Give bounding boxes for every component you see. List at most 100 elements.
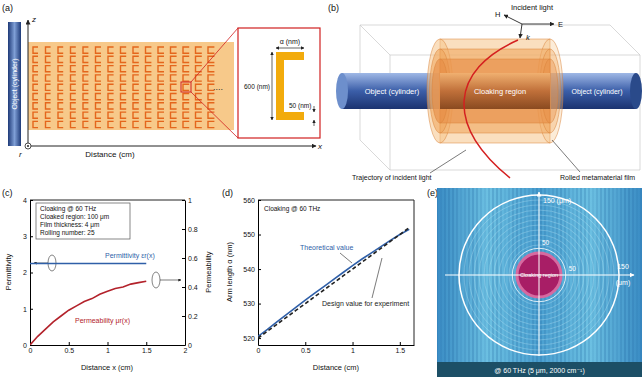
- split-ring-cell: [108, 121, 114, 127]
- tick-label: 0: [257, 347, 261, 354]
- split-ring-cell: [208, 47, 214, 53]
- split-ring-cell: [146, 121, 152, 127]
- tick-mark: [182, 200, 185, 201]
- cylinder-end: [630, 73, 642, 109]
- axis-pointer-arrow: [160, 280, 181, 281]
- tick-mark: [30, 309, 33, 310]
- series-line: [258, 228, 409, 338]
- object-label: Object (cylinder): [572, 88, 623, 96]
- split-ring-cell: [121, 94, 127, 100]
- axis-label: 150: [617, 263, 629, 270]
- split-ring-cell: [208, 94, 214, 100]
- tick: 4: [23, 197, 33, 204]
- wave-front: [636, 188, 637, 362]
- split-ring-cell: [71, 121, 76, 127]
- split-ring-cell: [83, 56, 88, 62]
- split-ring-cell: [46, 84, 51, 90]
- split-ring-cell: [183, 121, 189, 127]
- split-ring-cell: [146, 94, 152, 100]
- tick: 0.8: [182, 226, 198, 233]
- tick-label: 1.5: [395, 347, 405, 354]
- tick-label: 540: [243, 266, 255, 273]
- cloak-label: Cloaking region: [520, 272, 558, 278]
- split-ring-cell: [33, 84, 38, 90]
- dimension-arrow: [272, 52, 273, 120]
- split-ring-cell: [158, 47, 164, 53]
- axis-label: 50: [569, 265, 577, 272]
- split-ring-cell: [146, 47, 152, 53]
- split-ring-cell: [71, 84, 76, 90]
- split-ring-cell: [158, 112, 164, 118]
- split-ring-cell: [183, 47, 189, 53]
- split-ring-cell: [133, 94, 139, 100]
- tick-label: 2: [23, 269, 27, 276]
- zoom-line: [191, 28, 238, 82]
- tick-label: 1: [23, 305, 27, 312]
- split-ring-cell: [58, 112, 63, 118]
- axis-label: r: [19, 150, 22, 159]
- split-ring-cell: [96, 121, 102, 127]
- split-ring-cell: [183, 56, 189, 62]
- tick-mark: [182, 229, 185, 230]
- split-ring-cell: [183, 84, 189, 90]
- annotation: Rolling number: 25: [40, 229, 95, 237]
- panel-a: Object (cylinder)....α (nm)600 (nm)50 (n…: [8, 15, 323, 159]
- tick: 0.5: [301, 342, 311, 354]
- film-layer: [440, 49, 550, 133]
- split-ring-cell: [121, 66, 127, 72]
- tick-label: 1: [106, 347, 110, 354]
- tick-mark: [30, 273, 33, 274]
- split-ring-cell: [171, 75, 177, 81]
- tick: 530: [243, 300, 261, 307]
- axis-label: x: [317, 142, 323, 151]
- split-ring-cell: [58, 121, 63, 127]
- split-ring-cell: [83, 103, 88, 109]
- split-ring-cell: [121, 84, 127, 90]
- panel-label: (b): [328, 3, 339, 13]
- split-ring-cell: [158, 121, 164, 127]
- split-ring-cell: [146, 112, 152, 118]
- axis-title: Permittivity: [4, 253, 13, 290]
- cloak-label: Cloaking region: [474, 87, 526, 96]
- metamaterial-film: [28, 42, 234, 130]
- wave-front: [640, 188, 641, 362]
- field-background: [437, 188, 642, 362]
- split-ring-cell: [96, 94, 102, 100]
- split-ring-cell: [108, 66, 114, 72]
- split-ring-cell: [108, 94, 114, 100]
- film-layer: [440, 59, 550, 123]
- annotation: Cloaking @ 60 THz: [264, 205, 320, 213]
- split-ring-cell: [171, 121, 177, 127]
- axis: 01234: [23, 197, 33, 349]
- object-label: Object (cylinder): [11, 59, 19, 110]
- tick-mark: [400, 342, 401, 345]
- split-ring-cell: [133, 84, 139, 90]
- axis-title: Permeability: [204, 251, 213, 293]
- split-ring-cell: [183, 112, 189, 118]
- split-ring-cell: [158, 94, 164, 100]
- split-ring-cell: [71, 66, 76, 72]
- split-ring-cell: [196, 103, 202, 109]
- split-ring-cell: [83, 66, 88, 72]
- annotation: Film thickness: 4 μm: [40, 221, 99, 229]
- zoom-line: [191, 92, 238, 138]
- tick: 2: [23, 269, 33, 276]
- axis-line: [258, 201, 259, 346]
- callout-label: Trajectory of incident light: [352, 174, 432, 182]
- tick-label: 520: [243, 335, 255, 342]
- split-ring-cell: [196, 56, 202, 62]
- figure: (a)(b)(c)(d)(e)Object (cylinder)....α (n…: [0, 0, 644, 377]
- dimension-arrow: [314, 120, 315, 126]
- wave-front: [440, 188, 441, 362]
- split-ring-cell: [158, 84, 164, 90]
- split-ring-cell: [208, 103, 214, 109]
- split-ring-cell: [171, 47, 177, 53]
- split-ring-cell: [158, 75, 164, 81]
- split-ring-cell: [208, 112, 214, 118]
- incident-label: Incident light: [511, 3, 554, 12]
- split-ring-cell: [96, 47, 102, 53]
- split-ring-cell: [196, 121, 202, 127]
- split-ring-cell: [58, 47, 63, 53]
- tick: 0.5: [64, 342, 74, 354]
- split-ring-cell: [121, 47, 127, 53]
